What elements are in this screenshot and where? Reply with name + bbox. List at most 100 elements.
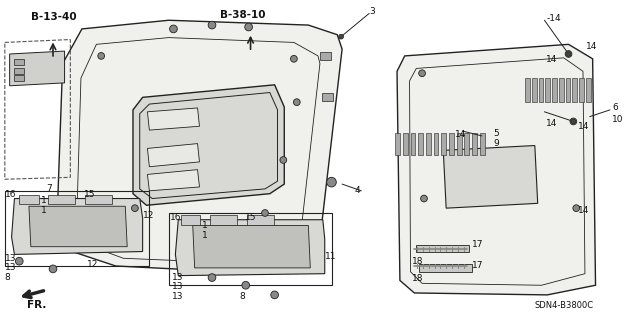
Text: 13: 13: [5, 254, 16, 263]
Circle shape: [420, 195, 428, 202]
Polygon shape: [210, 215, 237, 225]
Text: 14: 14: [547, 55, 557, 64]
Polygon shape: [15, 75, 24, 81]
Text: 14: 14: [578, 122, 589, 131]
Text: 4: 4: [355, 186, 360, 195]
Polygon shape: [426, 133, 431, 155]
Circle shape: [15, 257, 23, 265]
Polygon shape: [434, 133, 438, 155]
Polygon shape: [410, 133, 415, 155]
Polygon shape: [472, 133, 477, 155]
Text: 12: 12: [87, 260, 98, 269]
Text: 10: 10: [612, 115, 623, 124]
Circle shape: [49, 265, 57, 273]
Circle shape: [565, 51, 572, 57]
Circle shape: [291, 56, 298, 62]
Circle shape: [132, 205, 138, 211]
Polygon shape: [193, 226, 310, 268]
Text: 16: 16: [5, 190, 16, 199]
Polygon shape: [246, 215, 274, 225]
Text: B-38-10: B-38-10: [220, 11, 265, 20]
Circle shape: [339, 34, 344, 39]
Polygon shape: [449, 133, 454, 155]
Polygon shape: [48, 195, 75, 204]
Text: 14: 14: [547, 119, 557, 128]
Circle shape: [573, 205, 580, 211]
Polygon shape: [395, 133, 400, 155]
Polygon shape: [552, 78, 557, 102]
Polygon shape: [133, 85, 284, 205]
Polygon shape: [525, 78, 530, 102]
Text: 15: 15: [244, 213, 256, 222]
Text: 9: 9: [493, 139, 499, 148]
Polygon shape: [539, 78, 543, 102]
Text: 5: 5: [493, 130, 499, 138]
Polygon shape: [457, 133, 461, 155]
Polygon shape: [15, 69, 24, 74]
Polygon shape: [419, 264, 472, 272]
Text: 8: 8: [5, 273, 11, 282]
Text: 13: 13: [172, 282, 183, 291]
Text: 13: 13: [172, 273, 183, 282]
Polygon shape: [147, 144, 200, 167]
Text: 14: 14: [455, 130, 466, 139]
Polygon shape: [12, 198, 143, 255]
Text: 8: 8: [239, 292, 244, 301]
Polygon shape: [181, 215, 200, 225]
Text: 1: 1: [202, 221, 208, 230]
Polygon shape: [545, 78, 550, 102]
Circle shape: [326, 177, 336, 187]
Circle shape: [208, 274, 216, 281]
Text: 13: 13: [172, 292, 183, 301]
Polygon shape: [579, 78, 584, 102]
Polygon shape: [58, 20, 342, 274]
Text: 15: 15: [84, 190, 95, 199]
Text: 13: 13: [5, 263, 16, 272]
Polygon shape: [19, 195, 38, 204]
Text: 18: 18: [412, 257, 424, 266]
Circle shape: [208, 21, 216, 29]
Polygon shape: [320, 52, 332, 60]
Polygon shape: [397, 44, 596, 295]
Polygon shape: [532, 78, 537, 102]
Text: SDN4-B3800C: SDN4-B3800C: [535, 301, 594, 310]
Circle shape: [293, 99, 300, 106]
Circle shape: [98, 53, 104, 59]
Circle shape: [271, 291, 278, 299]
Text: 3: 3: [369, 7, 375, 16]
Polygon shape: [442, 133, 446, 155]
Text: -14: -14: [547, 14, 561, 23]
Polygon shape: [418, 133, 423, 155]
Polygon shape: [465, 133, 469, 155]
Polygon shape: [147, 170, 200, 191]
Polygon shape: [147, 108, 200, 130]
Polygon shape: [322, 93, 333, 101]
Text: B-13-40: B-13-40: [31, 12, 76, 22]
Text: FR.: FR.: [27, 300, 46, 309]
Text: 7: 7: [46, 184, 52, 193]
Text: 12: 12: [143, 211, 154, 220]
Polygon shape: [566, 78, 570, 102]
Text: 18: 18: [412, 274, 424, 283]
Text: 17: 17: [472, 262, 484, 271]
Polygon shape: [15, 59, 24, 64]
Polygon shape: [84, 195, 112, 204]
Circle shape: [566, 52, 571, 56]
Polygon shape: [572, 78, 577, 102]
Circle shape: [571, 119, 576, 124]
Polygon shape: [559, 78, 564, 102]
Polygon shape: [10, 51, 65, 86]
Circle shape: [262, 210, 268, 216]
Text: 14: 14: [578, 205, 589, 215]
Text: 17: 17: [472, 240, 484, 249]
Polygon shape: [586, 78, 591, 102]
Circle shape: [242, 281, 250, 289]
Text: 16: 16: [170, 213, 181, 222]
Text: 14: 14: [586, 42, 597, 51]
Text: 1: 1: [202, 231, 208, 240]
Polygon shape: [29, 206, 127, 247]
Circle shape: [170, 25, 177, 33]
Polygon shape: [416, 245, 469, 253]
Text: 6: 6: [612, 103, 618, 112]
Polygon shape: [175, 220, 324, 276]
